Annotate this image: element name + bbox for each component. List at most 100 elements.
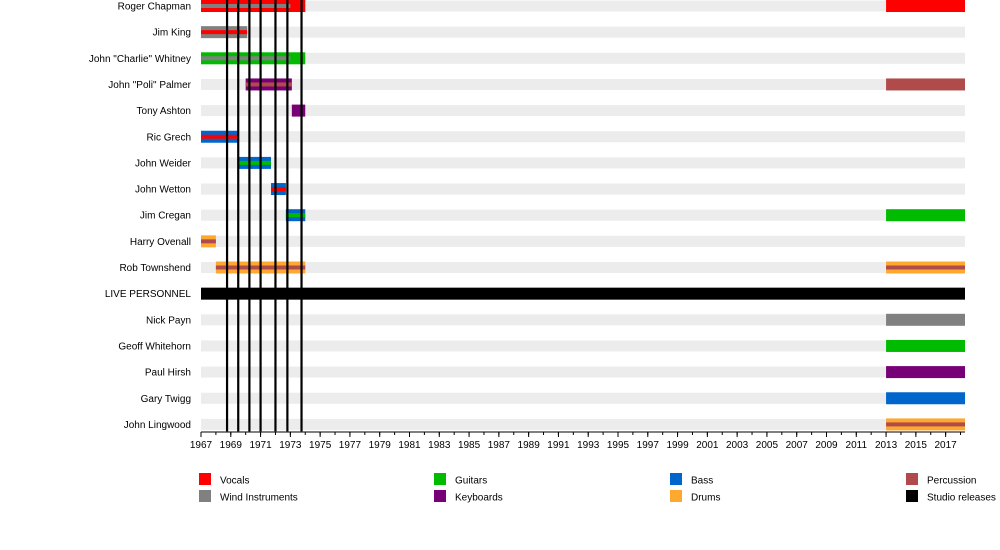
x-tick-label-1979: 1979 (369, 440, 392, 451)
x-tick-label-1971: 1971 (249, 440, 272, 451)
x-tick-label-1989: 1989 (518, 440, 541, 451)
row-shade-john-lingwood (201, 418, 965, 430)
legend-swatch-drums (670, 490, 682, 502)
row-shade-paul-hirsh (201, 366, 965, 378)
legend-swatch-bass (670, 473, 682, 485)
x-tick-label-1967: 1967 (190, 440, 213, 451)
row-shade-john-wetton (201, 183, 965, 195)
x-tick-label-1997: 1997 (637, 440, 660, 451)
row-label-john-poli-palmer: John "Poli" Palmer (108, 80, 191, 91)
row-shade-ric-grech (201, 131, 965, 143)
legend-label-drums: Drums (691, 493, 720, 504)
x-tick-label-1969: 1969 (220, 440, 243, 451)
x-tick-label-2003: 2003 (726, 440, 749, 451)
row-shade-geoff-whitehorn (201, 340, 965, 352)
legend-swatch-keyboards (434, 490, 446, 502)
bar-overlay-john-charlie-whitney-0 (201, 56, 291, 61)
row-labels: Roger Chapman Jim King John "Charlie" Whit… (89, 2, 192, 431)
row-label-tony-ashton: Tony Ashton (137, 106, 191, 117)
x-tick-label-1993: 1993 (577, 440, 600, 451)
x-tick-label-1995: 1995 (607, 440, 630, 451)
row-shade-john-charlie-whitney (201, 52, 965, 64)
bar-overlay-john-poli-palmer-0 (245, 82, 292, 87)
row-shade-rob-townshend (201, 262, 965, 273)
legend: Vocals Guitars Bass Percussion Wind Instrume… (199, 473, 996, 504)
row-label-jim-cregan: Jim Cregan (140, 211, 191, 222)
bar-tony-ashton-0 (291, 104, 306, 117)
legend-label-percussion: Percussion (927, 476, 976, 487)
bar-overlay-john-lingwood-0 (886, 422, 965, 427)
bar-overlay-jim-king-0 (201, 30, 248, 35)
bar-overlay-harry-ovenall-0 (201, 239, 216, 244)
row-label-john-wetton: John Wetton (135, 185, 191, 196)
row-shade-harry-ovenall (201, 235, 965, 247)
bar-john-poli-palmer-1 (886, 78, 965, 91)
legend-label-guitars: Guitars (455, 476, 487, 487)
x-tick-label-2005: 2005 (756, 440, 779, 451)
x-tick-label-1975: 1975 (309, 440, 332, 451)
row-shade-roger-chapman (201, 0, 965, 12)
bar-nick-payn-0 (886, 313, 965, 326)
row-label-roger-chapman: Roger Chapman (118, 2, 191, 13)
row-label-john-weider: John Weider (135, 158, 192, 169)
bar-overlay-ric-grech-0 (201, 134, 239, 139)
bar-live-personnel-0 (201, 287, 965, 300)
legend-swatch-percussion (906, 473, 918, 485)
x-tick-label-2015: 2015 (905, 440, 928, 451)
x-tick-label-1985: 1985 (458, 440, 481, 451)
x-tick-label-1981: 1981 (398, 440, 421, 451)
row-label-john-lingwood: John Lingwood (124, 420, 191, 431)
bar-overlay-roger-chapman-0 (201, 4, 291, 8)
row-shade-tony-ashton (201, 105, 965, 117)
row-shade-jim-cregan (201, 209, 965, 221)
legend-label-vocals: Vocals (220, 476, 249, 487)
row-label-rob-townshend: Rob Townshend (119, 263, 191, 274)
x-axis: 1967 1969 1971 1973 1975 1977 1979 1981 1983 1985… (190, 431, 965, 451)
release-lines (225, 0, 303, 432)
row-label-nick-payn: Nick Payn (146, 315, 191, 326)
x-tick-label-2013: 2013 (875, 440, 898, 451)
row-shade-john-poli-palmer (201, 78, 965, 90)
x-tick-label-1987: 1987 (488, 440, 511, 451)
row-label-ric-grech: Ric Grech (147, 132, 191, 143)
row-label-paul-hirsh: Paul Hirsh (145, 368, 191, 379)
x-tick-label-2001: 2001 (696, 440, 719, 451)
x-tick-label-2009: 2009 (815, 440, 838, 451)
row-label-harry-ovenall: Harry Ovenall (130, 237, 191, 248)
x-tick-label-1991: 1991 (547, 440, 570, 451)
bar-paul-hirsh-0 (886, 366, 965, 379)
x-tick-label-1983: 1983 (428, 440, 451, 451)
bar-gary-twigg-0 (886, 392, 965, 405)
legend-swatch-guitars (434, 473, 446, 485)
legend-swatch-studio-releases (906, 490, 918, 502)
row-shade-gary-twigg (201, 392, 965, 404)
member-bars (201, 0, 965, 431)
legend-label-keyboards: Keyboards (455, 493, 503, 504)
legend-label-bass: Bass (691, 476, 713, 487)
x-tick-label-2007: 2007 (786, 440, 809, 451)
bar-overlay-john-wetton-0 (270, 187, 286, 192)
x-tick-label-1973: 1973 (279, 440, 302, 451)
x-tick-label-2017: 2017 (935, 440, 958, 451)
row-label-john-charlie-whitney: John "Charlie" Whitney (89, 54, 191, 65)
legend-label-wind-instruments: Wind Instruments (220, 493, 298, 504)
row-label-geoff-whitehorn: Geoff Whitehorn (118, 341, 191, 352)
bar-jim-cregan-1 (886, 209, 965, 222)
bar-overlay-john-weider-0 (238, 160, 271, 165)
bar-overlay-rob-townshend-1 (886, 265, 965, 270)
row-shade-jim-king (201, 26, 965, 38)
bar-roger-chapman-1 (886, 0, 965, 12)
row-shade-john-weider (201, 157, 965, 169)
x-tick-label-2011: 2011 (846, 440, 868, 451)
row-shade-nick-payn (201, 314, 965, 326)
legend-swatch-wind-instruments (199, 490, 211, 502)
x-tick-label-1977: 1977 (339, 440, 362, 451)
row-shades (201, 0, 965, 430)
row-label-live-personnel: LIVE PERSONNEL (105, 289, 192, 300)
row-label-gary-twigg: Gary Twigg (141, 394, 191, 405)
bar-geoff-whitehorn-0 (886, 339, 965, 352)
row-label-jim-king: Jim King (153, 28, 191, 39)
legend-swatch-vocals (199, 473, 211, 485)
bar-overlay-jim-cregan-0 (285, 213, 306, 218)
